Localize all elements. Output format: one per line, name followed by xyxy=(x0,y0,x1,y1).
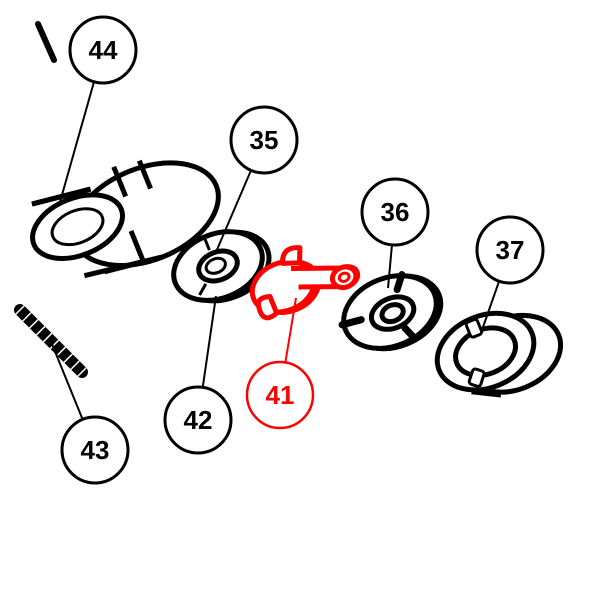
callout-37: 37 xyxy=(477,217,543,283)
callout-label-42: 42 xyxy=(184,405,213,435)
callout-label-43: 43 xyxy=(81,435,110,465)
callout-label-36: 36 xyxy=(381,197,410,227)
part-spring-43 xyxy=(16,306,86,376)
leader-42 xyxy=(203,296,216,387)
callout-label-41: 41 xyxy=(266,380,295,410)
callout-label-37: 37 xyxy=(496,235,525,265)
leader-44 xyxy=(60,82,94,202)
part-end-37 xyxy=(426,291,572,415)
callout-35: 35 xyxy=(231,107,297,173)
callout-43: 43 xyxy=(62,417,128,483)
callout-label-44: 44 xyxy=(89,35,118,65)
callout-label-35: 35 xyxy=(250,125,279,155)
callout-36: 36 xyxy=(362,179,428,245)
callout-44: 44 xyxy=(70,17,136,83)
exploded-view-diagram: 44 35 36 37 42 43 41 xyxy=(0,0,600,600)
part-pin-44 xyxy=(38,24,54,60)
callout-42: 42 xyxy=(165,387,231,453)
callout-41: 41 xyxy=(247,362,313,428)
